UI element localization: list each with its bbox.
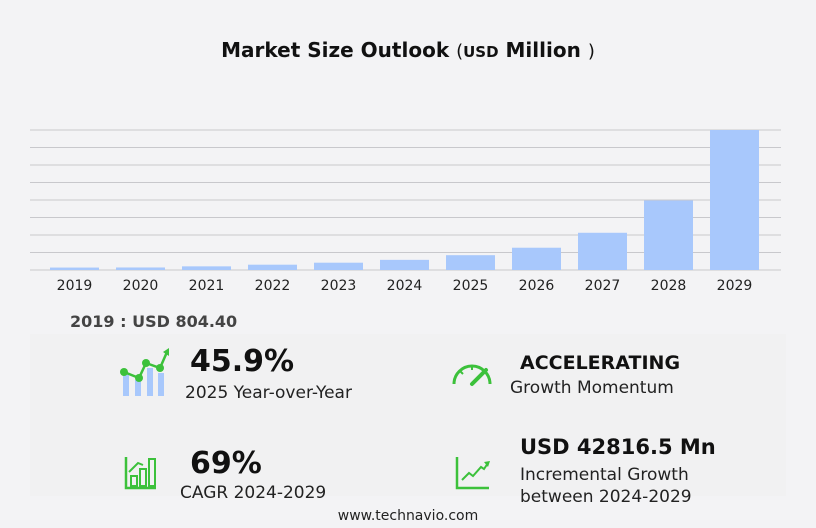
title-text: Market Size Outlook: [221, 38, 450, 62]
chart-title: Market Size Outlook (USD Million ): [0, 38, 816, 62]
trend-line-icon: [455, 457, 490, 490]
x-tick-label: 2024: [387, 278, 423, 294]
x-tick-label: 2022: [255, 278, 291, 294]
bar-2021: [182, 266, 231, 270]
base-year-value: 2019 : USD 804.40: [70, 312, 238, 331]
speedometer-icon: [452, 364, 492, 386]
paren-open: (: [456, 41, 464, 62]
momentum-value: ACCELERATING: [520, 352, 681, 374]
bar-2027: [578, 232, 627, 270]
title-unit-word: Million: [505, 38, 581, 62]
x-tick-label: 2026: [519, 278, 555, 294]
bar-2023: [314, 262, 363, 270]
incremental-value: USD 42816.5 Mn: [520, 435, 716, 459]
x-tick-label: 2029: [717, 278, 753, 294]
x-tick-label: 2019: [57, 278, 93, 294]
x-tick-label: 2027: [585, 278, 621, 294]
bar-2020: [116, 267, 165, 270]
bar-2019: [50, 267, 99, 270]
bar-2024: [380, 259, 429, 270]
incremental-label-2: between 2024-2029: [520, 487, 692, 507]
bar-2025: [446, 255, 495, 270]
footer-url: www.technavio.com: [337, 508, 479, 524]
cagr-label: CAGR 2024-2029: [180, 483, 327, 503]
x-tick-label: 2020: [123, 278, 159, 294]
bar-2028: [644, 200, 693, 270]
bar-line-growth-icon: [120, 348, 169, 396]
bar-2026: [512, 247, 561, 270]
momentum-label: Growth Momentum: [510, 378, 674, 398]
paren-close: ): [587, 41, 595, 62]
bar-chart-growth-icon: [124, 457, 156, 490]
x-tick-label: 2028: [651, 278, 687, 294]
x-tick-label: 2023: [321, 278, 357, 294]
bar-2022: [248, 264, 297, 270]
yoy-label: 2025 Year-over-Year: [185, 383, 352, 403]
title-unit: USD: [463, 43, 499, 61]
bar-2029: [710, 130, 759, 270]
yoy-value: 45.9%: [190, 344, 295, 379]
incremental-label-1: Incremental Growth: [520, 465, 689, 485]
bar-chart: 2019 2020 2021 2022 2023 2024 2025 2026 2027 2028…: [30, 129, 781, 294]
x-tick-label: 2021: [189, 278, 225, 294]
x-tick-label: 2025: [453, 278, 489, 294]
cagr-value: 69%: [190, 446, 262, 481]
